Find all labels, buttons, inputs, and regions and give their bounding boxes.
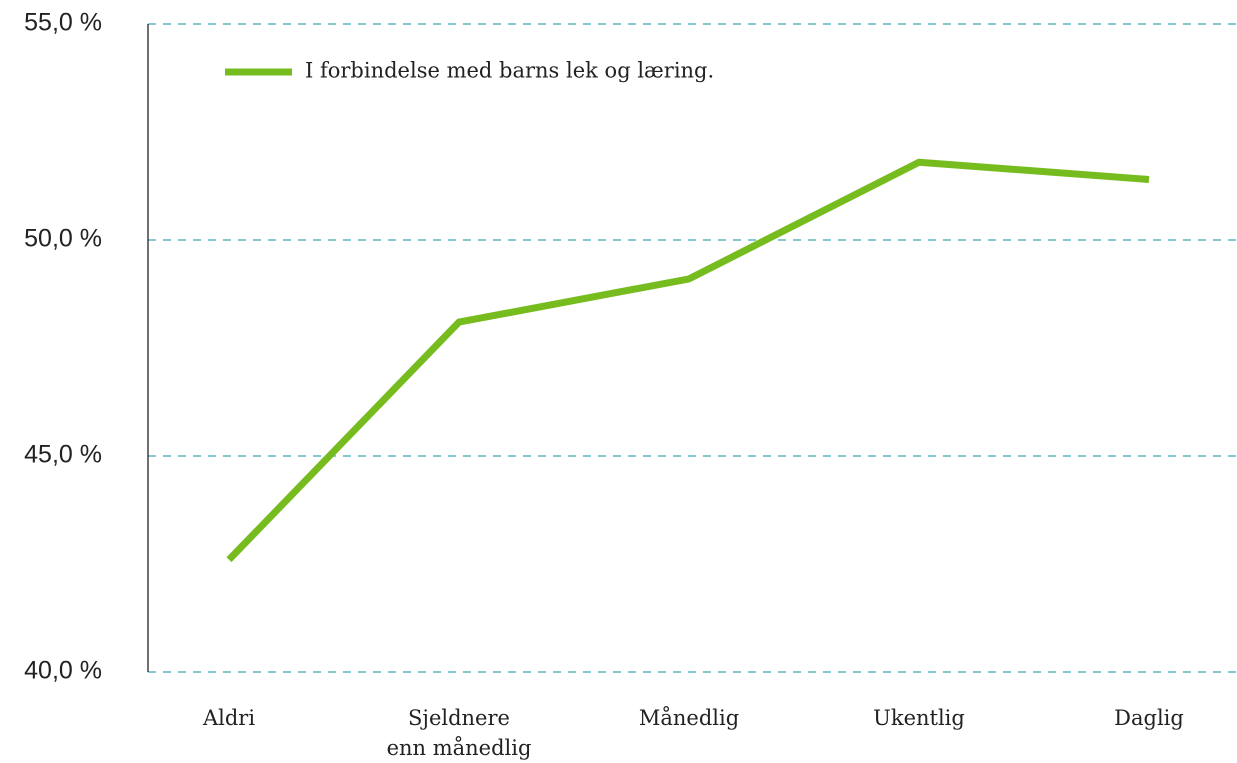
y-tick-label: 55,0 %	[24, 9, 102, 37]
x-tick-label: Månedlig	[638, 706, 740, 730]
x-tick-label: Ukentlig	[873, 706, 965, 730]
x-tick-label: Aldri	[202, 706, 256, 730]
legend-label: I forbindelse med barns lek og læring.	[305, 59, 714, 83]
y-tick-label: 45,0 %	[24, 441, 102, 469]
y-tick-label: 40,0 %	[24, 657, 102, 685]
x-tick-label: Daglig	[1114, 706, 1184, 730]
x-tick-label: Sjeldnere enn månedlig	[386, 706, 532, 760]
y-tick-label: 50,0 %	[24, 225, 102, 253]
data-line	[226, 158, 1150, 563]
